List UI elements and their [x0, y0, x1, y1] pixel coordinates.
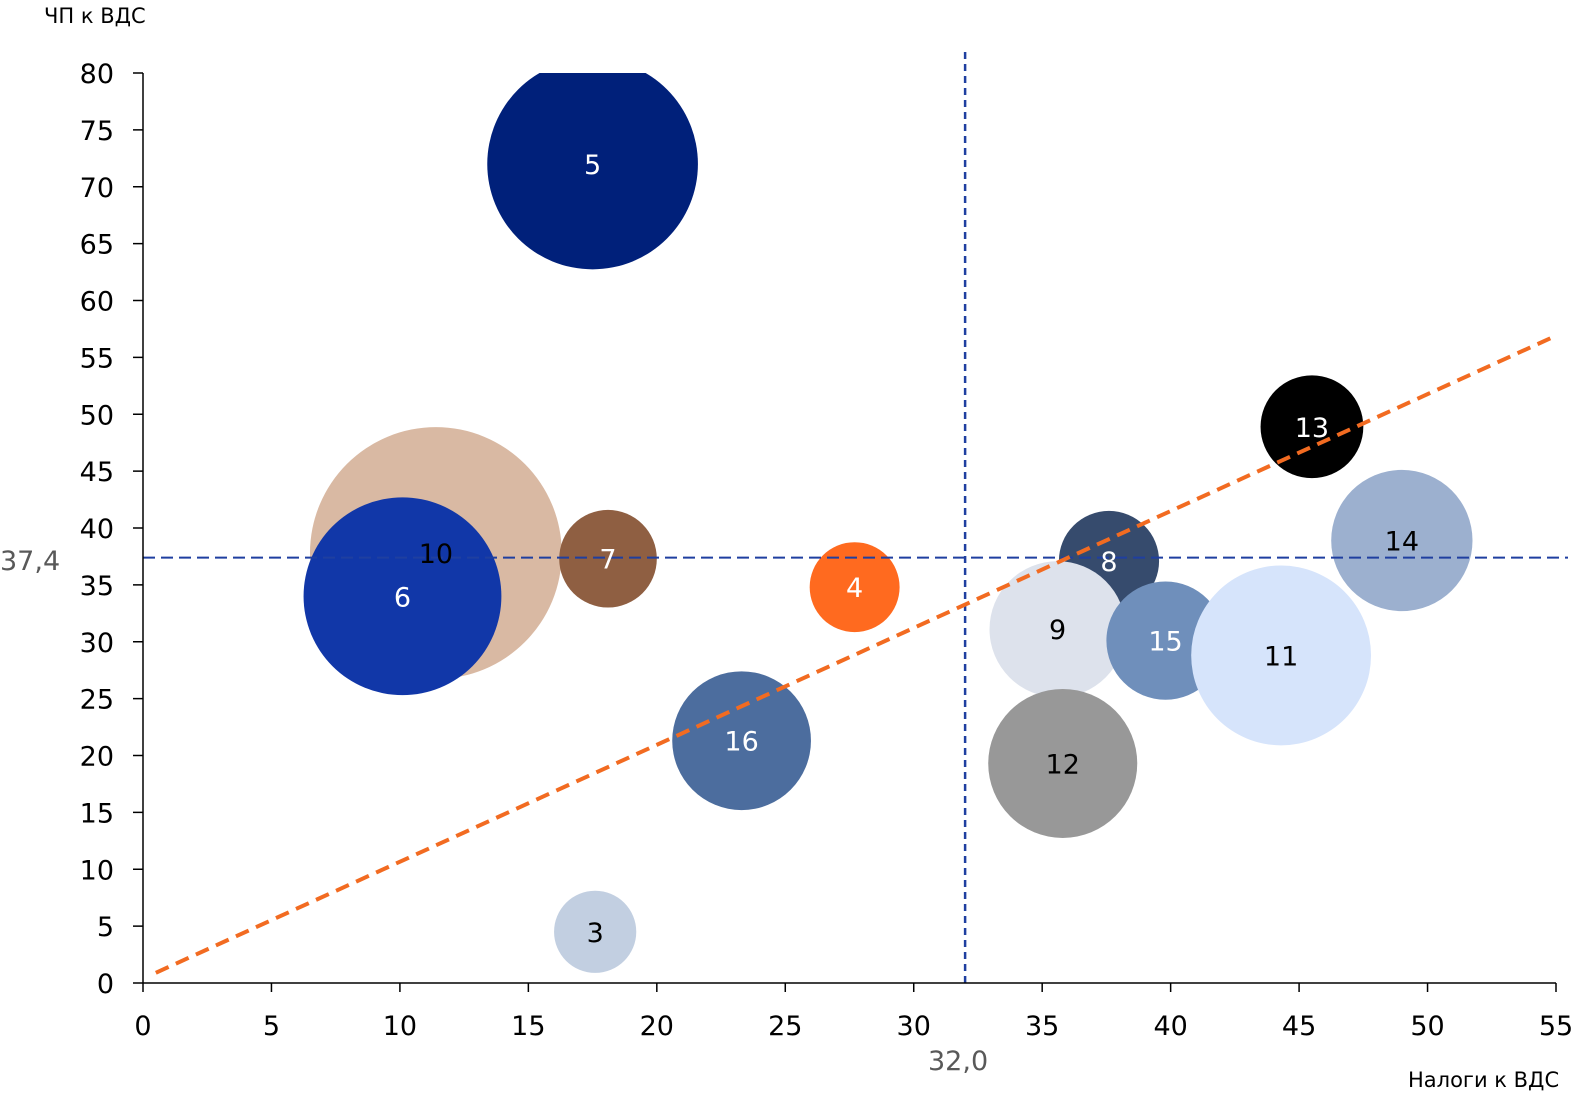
- y-tick-label: 30: [80, 628, 114, 659]
- x-tick-label: 50: [1410, 1011, 1444, 1042]
- y-tick-label: 0: [97, 969, 114, 1000]
- y-tick-label: 75: [80, 116, 114, 147]
- y-tick-label: 10: [80, 855, 114, 886]
- bubble-13: [1260, 375, 1364, 479]
- bubble-label-15: 15: [1148, 627, 1182, 658]
- reference-lines: [143, 52, 1568, 983]
- bubble-label-8: 8: [1100, 547, 1117, 578]
- bubble-7: [559, 509, 657, 608]
- y-axis-title: ЧП к ВДС: [44, 4, 146, 28]
- bubble-16: [672, 671, 811, 811]
- trend-line: [155, 335, 1555, 975]
- bubble-label-9: 9: [1049, 615, 1066, 646]
- bubble-label-16: 16: [724, 727, 758, 758]
- bubble-5: [487, 73, 698, 270]
- bubble-4: [809, 542, 900, 633]
- horizontal-reference-label: 37,4: [0, 546, 61, 577]
- bubble-label-14: 14: [1385, 527, 1419, 558]
- bubble-label-7: 7: [599, 545, 616, 576]
- y-tick-label: 35: [80, 571, 114, 602]
- x-tick-label: 55: [1539, 1011, 1573, 1042]
- bubble-12: [988, 688, 1138, 838]
- x-tick-label: 30: [897, 1011, 931, 1042]
- bubble-14: [1331, 469, 1473, 612]
- y-tick-label: 40: [80, 514, 114, 545]
- y-tick-label: 50: [80, 400, 114, 431]
- x-tick-label: 20: [640, 1011, 674, 1042]
- y-tick-label: 45: [80, 457, 114, 488]
- y-tick-label: 5: [97, 912, 114, 943]
- x-tick-label: 10: [383, 1011, 417, 1042]
- axes: 0 5 10 15 20 25 30 35 40 45 50 55051015202530354045…: [80, 59, 1574, 1042]
- y-tick-label: 65: [80, 230, 114, 261]
- x-tick-label: 35: [1025, 1011, 1059, 1042]
- x-tick-label: 0: [134, 1011, 151, 1042]
- y-tick-label: 20: [80, 742, 114, 773]
- y-tick-label: 25: [80, 685, 114, 716]
- y-tick-label: 60: [80, 287, 114, 318]
- bubble-11: [1191, 565, 1372, 746]
- bubble-label-6: 6: [394, 582, 411, 613]
- bubble-label-12: 12: [1046, 749, 1080, 780]
- y-tick-label: 15: [80, 798, 114, 829]
- bubble-9: [989, 561, 1126, 698]
- bubble-labels: 5 10 6 7 4 16 3 13 14 8 9 15 11 12: [394, 150, 1419, 949]
- x-axis-title: Налоги к ВДС: [1408, 1068, 1560, 1092]
- y-tick-label: 55: [80, 343, 114, 374]
- vertical-reference-label: 32,0: [928, 1046, 989, 1077]
- x-tick-label: 40: [1153, 1011, 1187, 1042]
- bubble-label-10: 10: [419, 539, 453, 570]
- y-tick-label: 70: [80, 173, 114, 204]
- bubble-label-3: 3: [587, 918, 604, 949]
- x-tick-label: 25: [768, 1011, 802, 1042]
- x-tick-label: 45: [1282, 1011, 1316, 1042]
- bubble-label-13: 13: [1295, 413, 1329, 444]
- bubble-6: [303, 497, 502, 696]
- bubble-label-11: 11: [1264, 641, 1298, 672]
- bubble-3: [554, 890, 637, 973]
- bubble-label-4: 4: [846, 573, 863, 604]
- bubble-label-5: 5: [584, 150, 601, 181]
- y-tick-label: 80: [80, 59, 114, 90]
- x-tick-label: 15: [511, 1011, 545, 1042]
- x-tick-label: 5: [263, 1011, 280, 1042]
- bubble-layer: [303, 73, 1473, 973]
